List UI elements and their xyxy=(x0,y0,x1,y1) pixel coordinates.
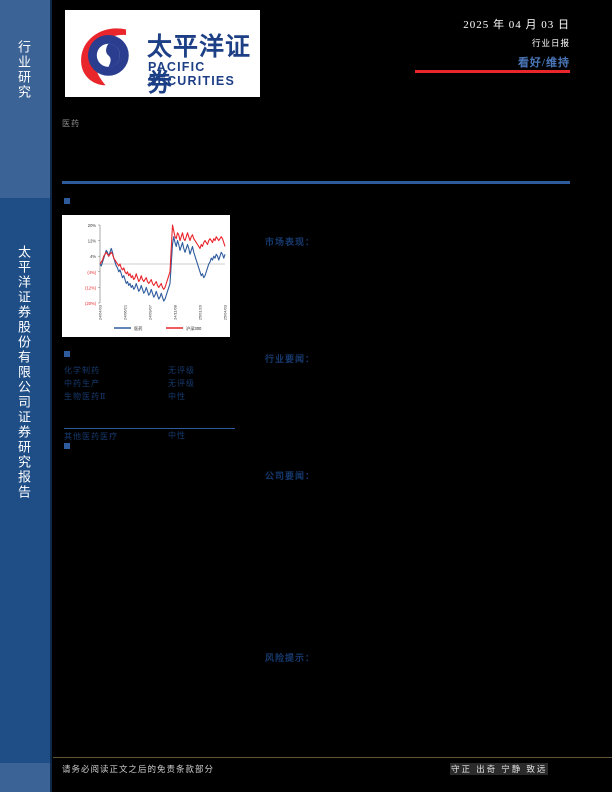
sidebar-research-label: 行业研究 xyxy=(16,40,31,100)
rating-name: 中药生产 xyxy=(64,379,100,388)
footer-slogan: 守正 出奇 宁静 致远 xyxy=(450,763,549,775)
bullet-marker-ratings xyxy=(64,351,70,357)
table-row: 生物医药Ⅱ 中性 xyxy=(64,391,234,404)
svg-text:(4%): (4%) xyxy=(87,270,96,275)
ratings-table-divider xyxy=(64,428,235,429)
pacific-securities-logo-icon xyxy=(81,28,129,86)
section-heading-company-news: 公司要闻： xyxy=(265,471,316,481)
sub-industry-ratings-table: 化学制药 无评级 中药生产 无评级 生物医药Ⅱ 中性 其他医药医疗 中性 xyxy=(64,365,234,441)
report-date: 2025 年 04 月 03 日 xyxy=(463,19,570,31)
sector-label: 医药 xyxy=(62,119,80,128)
logo-english-text: PACIFIC SECURITIES xyxy=(148,60,236,88)
section-heading-industry-news: 行业要闻： xyxy=(265,354,316,364)
section-heading-risk-warning: 风险提示： xyxy=(265,653,316,663)
sidebar-top-band xyxy=(0,0,52,198)
svg-text:12%: 12% xyxy=(88,239,97,244)
sidebar-edge-line xyxy=(50,0,52,792)
footer-divider xyxy=(53,757,612,758)
company-logo: 太平洋证券 PACIFIC SECURITIES xyxy=(65,10,260,97)
svg-text:24/04/03: 24/04/03 xyxy=(97,305,102,320)
header-red-underline xyxy=(415,70,570,73)
market-performance-chart: 20% 12% 4% (4%) (12%) (20%) 24/04/03 24/06/21 24… xyxy=(62,215,230,337)
table-row: 化学制药 无评级 xyxy=(64,365,234,378)
left-sidebar: 行业研究 太平洋证券股份有限公司证券研究报告 xyxy=(0,0,52,792)
sidebar-company-label: 太平洋证券股份有限公司证券研究报告 xyxy=(16,245,31,500)
bullet-marker-market xyxy=(64,198,70,204)
rating-name: 其他医药医疗 xyxy=(64,432,118,441)
svg-text:24/11/08: 24/11/08 xyxy=(172,305,177,320)
logo-chinese-text: 太平洋证券 xyxy=(147,32,252,97)
rating-name: 化学制药 xyxy=(64,366,100,375)
sidebar-bottom-band xyxy=(0,763,52,792)
rating-value: 无评级 xyxy=(168,366,195,375)
rating-value: 中性 xyxy=(168,431,186,440)
footer-disclaimer: 请务必阅读正文之后的免责条款部分 xyxy=(62,764,215,774)
bullet-marker-company xyxy=(64,443,70,449)
report-type: 行业日报 xyxy=(531,38,570,48)
header-divider xyxy=(62,181,570,184)
svg-text:25/04/03: 25/04/03 xyxy=(222,305,227,320)
svg-text:4%: 4% xyxy=(90,254,96,259)
table-row: 其他医药医疗 中性 xyxy=(64,404,234,441)
section-heading-market-performance: 市场表现： xyxy=(265,237,316,247)
svg-text:沪深300: 沪深300 xyxy=(186,325,202,332)
svg-text:20%: 20% xyxy=(88,223,97,228)
table-row: 中药生产 无评级 xyxy=(64,378,234,391)
header-meta-block: 2025 年 04 月 03 日 行业日报 看好/维持 xyxy=(463,16,570,70)
sidebar-main-band xyxy=(0,198,52,763)
chart-canvas: 20% 12% 4% (4%) (12%) (20%)24/04/03 24/06/21 24… xyxy=(85,223,227,332)
rating-value: 中性 xyxy=(168,392,186,401)
svg-text:(20%): (20%) xyxy=(85,301,97,306)
svg-text:医药: 医药 xyxy=(134,325,142,332)
svg-text:(12%): (12%) xyxy=(85,285,97,290)
rating-name: 生物医药Ⅱ xyxy=(64,392,107,401)
svg-text:24/09/07: 24/09/07 xyxy=(147,305,152,320)
svg-text:24/06/21: 24/06/21 xyxy=(122,305,127,320)
rating-value: 无评级 xyxy=(168,379,195,388)
svg-text:25/01/20: 25/01/20 xyxy=(197,304,202,320)
rating-badge: 看好/维持 xyxy=(517,57,570,69)
